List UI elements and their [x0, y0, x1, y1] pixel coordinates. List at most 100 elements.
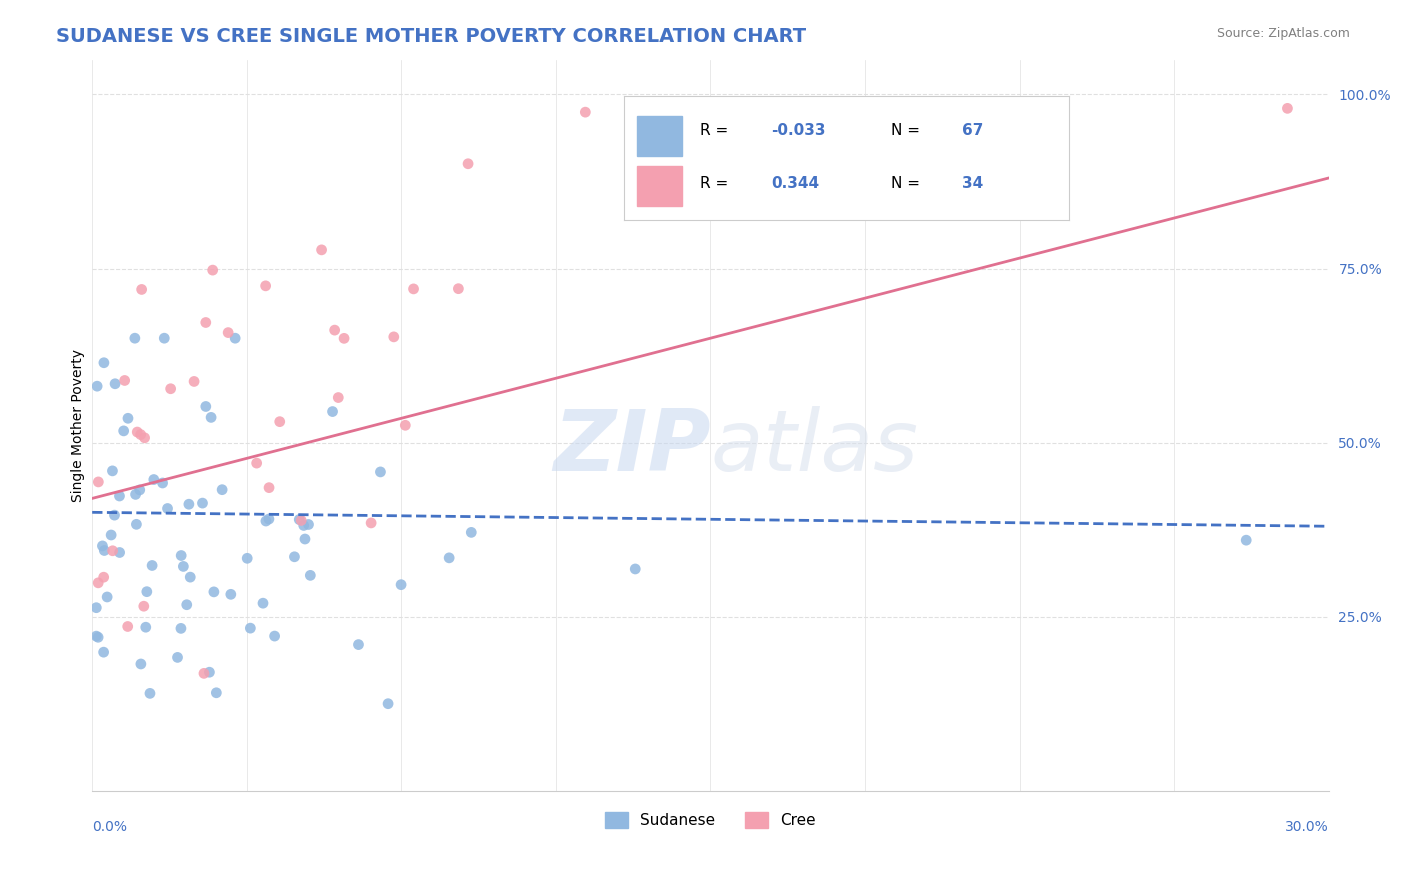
Point [177, 497, 200, 511]
Point [224, 331, 246, 345]
Point [132, 599, 155, 614]
Point [201, 263, 224, 277]
Point [101, 464, 124, 478]
Point [124, 487, 146, 501]
Point [93, 356, 115, 370]
Point [382, 330, 405, 344]
Point [211, 483, 233, 497]
Point [128, 483, 150, 497]
Text: atlas: atlas [710, 406, 918, 489]
Point [179, 570, 201, 584]
Point [290, 513, 312, 527]
Point [103, 508, 125, 523]
Point [104, 376, 127, 391]
Point [437, 550, 460, 565]
Point [333, 331, 356, 345]
Point [294, 532, 316, 546]
Point [219, 587, 242, 601]
Point [93, 570, 115, 584]
Point [156, 501, 179, 516]
Point [254, 278, 277, 293]
Point [93, 543, 115, 558]
Point [460, 525, 482, 540]
Point [124, 331, 146, 345]
Point [170, 549, 193, 563]
Point [328, 391, 350, 405]
Point [129, 657, 152, 671]
Text: SUDANESE VS CREE SINGLE MOTHER POVERTY CORRELATION CHART: SUDANESE VS CREE SINGLE MOTHER POVERTY C… [56, 27, 807, 45]
Point [183, 375, 205, 389]
Point [101, 543, 124, 558]
Point [323, 323, 346, 337]
Point [131, 282, 153, 296]
Point [166, 650, 188, 665]
Point [135, 620, 157, 634]
Point [108, 545, 131, 559]
Point [139, 686, 162, 700]
Point [283, 549, 305, 564]
Point [112, 424, 135, 438]
Point [257, 512, 280, 526]
Point [193, 666, 215, 681]
Point [129, 427, 152, 442]
Point [377, 697, 399, 711]
Point [170, 621, 193, 635]
Point [127, 425, 149, 439]
Point [394, 418, 416, 433]
Point [1234, 533, 1257, 548]
Point [236, 551, 259, 566]
Point [246, 456, 269, 470]
Point [370, 465, 392, 479]
Point [191, 496, 214, 510]
Text: 30.0%: 30.0% [1285, 820, 1329, 834]
Point [117, 619, 139, 633]
Point [93, 645, 115, 659]
Text: 0.0%: 0.0% [93, 820, 127, 834]
Point [153, 331, 176, 345]
Y-axis label: Single Mother Poverty: Single Mother Poverty [72, 349, 86, 502]
Point [142, 473, 165, 487]
Point [217, 326, 239, 340]
Point [198, 665, 221, 680]
Point [447, 282, 470, 296]
Point [1277, 101, 1299, 115]
Point [194, 316, 217, 330]
Point [84, 600, 107, 615]
Point [389, 577, 412, 591]
Point [125, 517, 148, 532]
Point [239, 621, 262, 635]
Point [176, 598, 198, 612]
Point [299, 568, 322, 582]
Point [322, 404, 344, 418]
Point [624, 562, 647, 576]
Point [91, 539, 114, 553]
Text: Source: ZipAtlas.com: Source: ZipAtlas.com [1216, 27, 1350, 40]
Point [457, 157, 479, 171]
Point [159, 382, 181, 396]
Point [114, 374, 136, 388]
Point [87, 475, 110, 489]
Point [200, 410, 222, 425]
Point [86, 379, 108, 393]
Point [100, 528, 122, 542]
Point [135, 584, 157, 599]
Point [288, 512, 311, 526]
Point [96, 590, 118, 604]
Point [257, 481, 280, 495]
Text: ZIP: ZIP [553, 406, 710, 489]
Point [311, 243, 333, 257]
Point [360, 516, 382, 530]
Point [84, 629, 107, 643]
Point [292, 518, 315, 533]
Point [141, 558, 163, 573]
Point [574, 105, 596, 120]
Point [252, 596, 274, 610]
Point [402, 282, 425, 296]
Point [87, 575, 110, 590]
Point [205, 686, 228, 700]
Point [194, 400, 217, 414]
Point [117, 411, 139, 425]
Point [87, 630, 110, 644]
Point [172, 559, 194, 574]
Point [134, 431, 156, 445]
